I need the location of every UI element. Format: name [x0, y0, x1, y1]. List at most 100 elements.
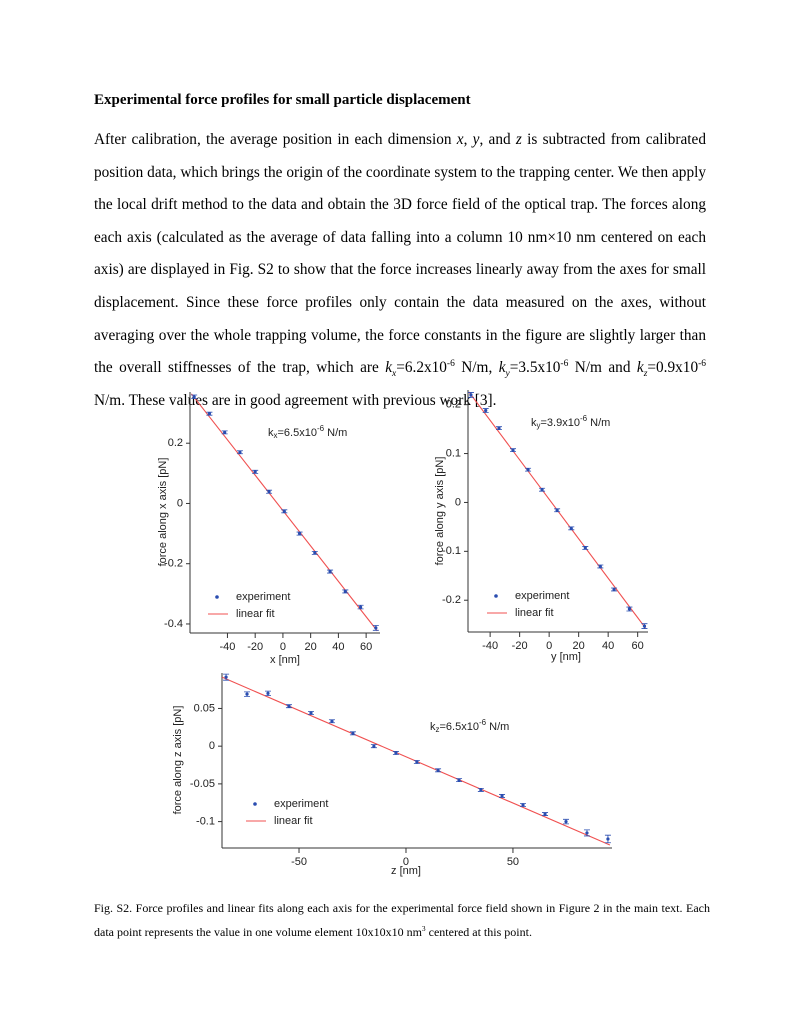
text-run: y [472, 131, 480, 148]
y-tick-label: 0.05 [194, 702, 215, 714]
data-point [543, 812, 547, 816]
x-tick-label: 0 [403, 856, 409, 868]
data-point [328, 569, 332, 574]
y-tick-label: 0.2 [446, 399, 461, 411]
x-tick-label: 50 [507, 856, 519, 868]
data-point [479, 788, 483, 792]
annotation-part: N/m [486, 721, 509, 733]
y-tick-label: -0.1 [442, 545, 461, 557]
data-point [569, 526, 573, 530]
data-point [612, 587, 616, 592]
text-run: , and [479, 131, 516, 148]
text-run: N/m and [568, 359, 637, 377]
x-tick-label: -20 [247, 641, 263, 653]
annotation-part: =6.5x10 [278, 427, 317, 439]
data-point [266, 691, 270, 695]
data-point [207, 412, 212, 416]
y-tick-label: -0.05 [190, 778, 215, 790]
annotation-part: -6 [580, 414, 588, 423]
text-run: -6 [698, 359, 706, 370]
legend-label: linear fit [236, 608, 275, 620]
text-run: , [463, 131, 473, 148]
annotation-part: N/m [587, 417, 610, 429]
data-point [469, 393, 473, 397]
annotation-part: k [268, 427, 274, 439]
data-point [500, 794, 504, 798]
text-run: -6 [446, 359, 455, 370]
text-run: -6 [560, 359, 569, 370]
text-run: =6.2x10 [396, 359, 447, 377]
figure-caption: Fig. S2. Force profiles and linear fits … [94, 896, 710, 944]
body-paragraph: After calibration, the average position … [94, 124, 706, 417]
data-point [223, 430, 227, 434]
legend-label: experiment [515, 590, 569, 602]
x-tick-label: 60 [360, 641, 372, 653]
text-run: centered at this point. [425, 925, 532, 939]
x-tick-label: -50 [291, 856, 307, 868]
annotation-part: =3.9x10 [541, 417, 580, 429]
text-run: z [515, 131, 522, 148]
data-point [313, 551, 317, 555]
text-run: z [643, 369, 648, 380]
data-point [585, 831, 589, 835]
text-run: k [636, 359, 644, 377]
data-point [540, 488, 544, 492]
data-point [351, 731, 355, 735]
annotation-part: -6 [479, 718, 487, 727]
y-tick-label: -0.1 [196, 816, 215, 828]
annotation-part: k [430, 721, 436, 733]
text-run: y [505, 369, 510, 380]
legend-label: experiment [236, 591, 290, 603]
annotation-part: =6.5x10 [440, 721, 479, 733]
annotation-part: k [531, 417, 537, 429]
annotation: kx=6.5x10-6 N/m [268, 424, 347, 440]
data-point [358, 605, 363, 609]
data-point [343, 589, 347, 594]
data-point [415, 760, 419, 764]
annotation-part: z [436, 725, 440, 734]
data-point [330, 719, 334, 723]
text-run: =0.9x10 [647, 359, 699, 377]
legend-label: linear fit [274, 815, 313, 827]
text-run: N/m, [454, 359, 499, 377]
y-tick-label: -0.2 [164, 558, 183, 570]
data-point [238, 450, 242, 454]
y-axis-label: force along x axis [pN] [157, 458, 169, 567]
y-tick-label: 0 [209, 740, 215, 752]
text-run: k [498, 359, 506, 377]
section-heading: Experimental force profiles for small pa… [94, 92, 471, 108]
text-run: Fig. S2. Force profiles and linear fits … [94, 901, 710, 939]
data-point [598, 564, 602, 569]
legend-marker [215, 595, 219, 599]
x-tick-label: 0 [546, 640, 552, 652]
y-tick-label: 0 [177, 497, 183, 509]
y-tick-label: 0.2 [168, 437, 183, 449]
data-point [372, 744, 376, 748]
annotation-part: x [274, 431, 278, 440]
y-tick-label: -0.2 [442, 594, 461, 606]
x-axis-label: z [nm] [391, 865, 421, 877]
annotation-part: y [537, 421, 541, 430]
text-run: x [456, 131, 464, 148]
y-tick-label: -0.4 [164, 618, 183, 630]
data-point [267, 490, 271, 494]
text-run: is subtracted from calibrated position d… [94, 131, 706, 377]
text-run: 3 [421, 924, 426, 933]
data-point [374, 626, 378, 630]
x-tick-label: -40 [219, 641, 235, 653]
legend-label: linear fit [515, 607, 554, 619]
annotation: kz=6.5x10-6 N/m [430, 718, 509, 734]
data-point [564, 819, 568, 824]
data-point [297, 531, 302, 536]
data-point [583, 546, 587, 550]
data-point [642, 624, 647, 628]
data-point [309, 711, 313, 715]
y-axis-label: force along z axis [pN] [172, 706, 184, 815]
y-axis-label: force along y axis [pN] [434, 457, 446, 566]
text-run: After calibration, the average position … [94, 131, 457, 148]
text-run: x [392, 369, 397, 380]
data-point [282, 509, 286, 513]
data-point [192, 395, 196, 399]
